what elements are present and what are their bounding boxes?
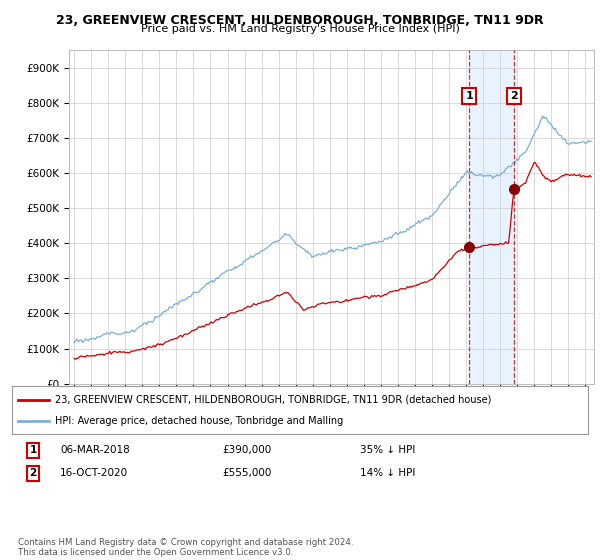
Bar	[469, 50, 514, 384]
Text: HPI: Average price, detached house, Tonbridge and Malling: HPI: Average price, detached house, Tonb…	[55, 416, 343, 426]
Text: 06-MAR-2018: 06-MAR-2018	[60, 445, 130, 455]
Text: £390,000: £390,000	[222, 445, 271, 455]
Text: 23, GREENVIEW CRESCENT, HILDENBOROUGH, TONBRIDGE, TN11 9DR: 23, GREENVIEW CRESCENT, HILDENBOROUGH, T…	[56, 14, 544, 27]
Text: 35% ↓ HPI: 35% ↓ HPI	[360, 445, 415, 455]
Text: 23, GREENVIEW CRESCENT, HILDENBOROUGH, TONBRIDGE, TN11 9DR (detached house): 23, GREENVIEW CRESCENT, HILDENBOROUGH, T…	[55, 395, 491, 405]
Text: 1: 1	[29, 445, 37, 455]
Text: Price paid vs. HM Land Registry's House Price Index (HPI): Price paid vs. HM Land Registry's House …	[140, 24, 460, 34]
Text: 14% ↓ HPI: 14% ↓ HPI	[360, 468, 415, 478]
Text: 2: 2	[510, 91, 518, 101]
Text: 16-OCT-2020: 16-OCT-2020	[60, 468, 128, 478]
Text: 1: 1	[466, 91, 473, 101]
Text: 2: 2	[29, 468, 37, 478]
Text: £555,000: £555,000	[222, 468, 271, 478]
Text: Contains HM Land Registry data © Crown copyright and database right 2024.
This d: Contains HM Land Registry data © Crown c…	[18, 538, 353, 557]
